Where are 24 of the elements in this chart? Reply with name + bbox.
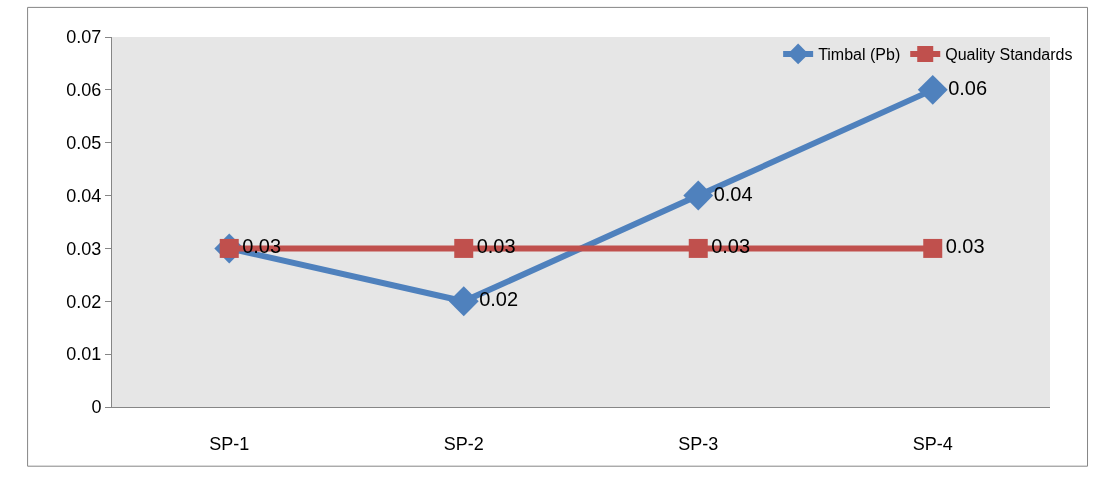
point bbox=[683, 180, 714, 211]
x-tick-label: SP-3 bbox=[678, 433, 719, 454]
x-tick-label: SP-2 bbox=[443, 433, 484, 454]
point bbox=[454, 238, 474, 258]
data-label: 0.06 bbox=[948, 76, 988, 99]
y-tick-label: 0.01 bbox=[66, 344, 102, 365]
y-tick-label: 0.07 bbox=[66, 27, 102, 48]
y-tick-label: 0.03 bbox=[66, 238, 102, 259]
y-tick-label: 0.04 bbox=[66, 185, 102, 206]
data-label: 0.04 bbox=[713, 182, 753, 205]
point bbox=[923, 238, 943, 258]
point bbox=[448, 286, 479, 317]
x-tick-label: SP-1 bbox=[209, 433, 250, 454]
y-tick-label: 0 bbox=[91, 397, 102, 418]
point bbox=[688, 238, 708, 258]
point bbox=[917, 74, 948, 105]
legend-label: Timbal (Pb) bbox=[818, 46, 901, 64]
y-tick-label: 0.02 bbox=[66, 291, 102, 312]
y-tick-label: 0.06 bbox=[66, 80, 102, 101]
data-label: 0.02 bbox=[479, 288, 519, 311]
x-tick-label: SP-4 bbox=[912, 433, 953, 454]
y-tick-label: 0.05 bbox=[66, 133, 102, 154]
data-label: 0.03 bbox=[945, 235, 985, 258]
legend-label: Quality Standards bbox=[945, 46, 1073, 64]
